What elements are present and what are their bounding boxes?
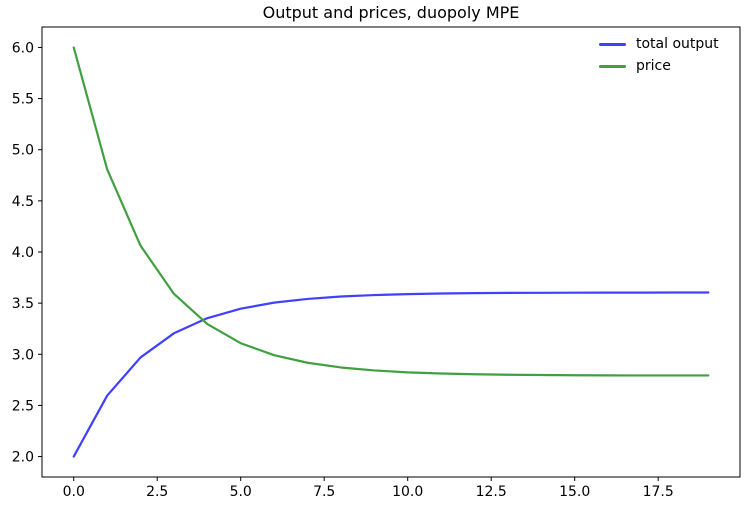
legend: total output price (599, 36, 719, 74)
y-tick-label: 2.0 (12, 450, 34, 466)
x-tick-label: 10.0 (392, 484, 423, 500)
axes-frame (41, 26, 741, 478)
y-tick-label: 3.5 (12, 296, 34, 312)
x-tick-label: 0.0 (63, 484, 85, 500)
x-tick-label: 17.5 (643, 484, 674, 500)
chart-title: Output and prices, duopoly MPE (262, 3, 520, 22)
legend-label-total-output: total output (636, 36, 719, 52)
legend-line-swatch-price (599, 64, 626, 68)
y-tick-label: 4.0 (12, 245, 34, 261)
x-tick-label: 2.5 (146, 484, 168, 500)
legend-line-swatch-total-output (599, 42, 626, 46)
line-price (72, 46, 710, 377)
x-tick-label: 5.0 (230, 484, 252, 500)
y-tick-label: 4.5 (12, 194, 34, 210)
line-total-output (72, 291, 710, 458)
y-tick-label: 2.5 (12, 398, 34, 414)
y-tick-label: 6.0 (12, 40, 34, 56)
y-tick-label: 3.0 (12, 347, 34, 363)
x-tick-label: 15.0 (559, 484, 590, 500)
x-tick-label: 12.5 (476, 484, 507, 500)
legend-item-price: price (599, 58, 719, 74)
legend-label-price: price (636, 58, 671, 74)
y-tick-label: 5.0 (12, 143, 34, 159)
legend-item-total-output: total output (599, 36, 719, 52)
x-tick-label: 7.5 (313, 484, 335, 500)
y-tick-label: 5.5 (12, 92, 34, 108)
